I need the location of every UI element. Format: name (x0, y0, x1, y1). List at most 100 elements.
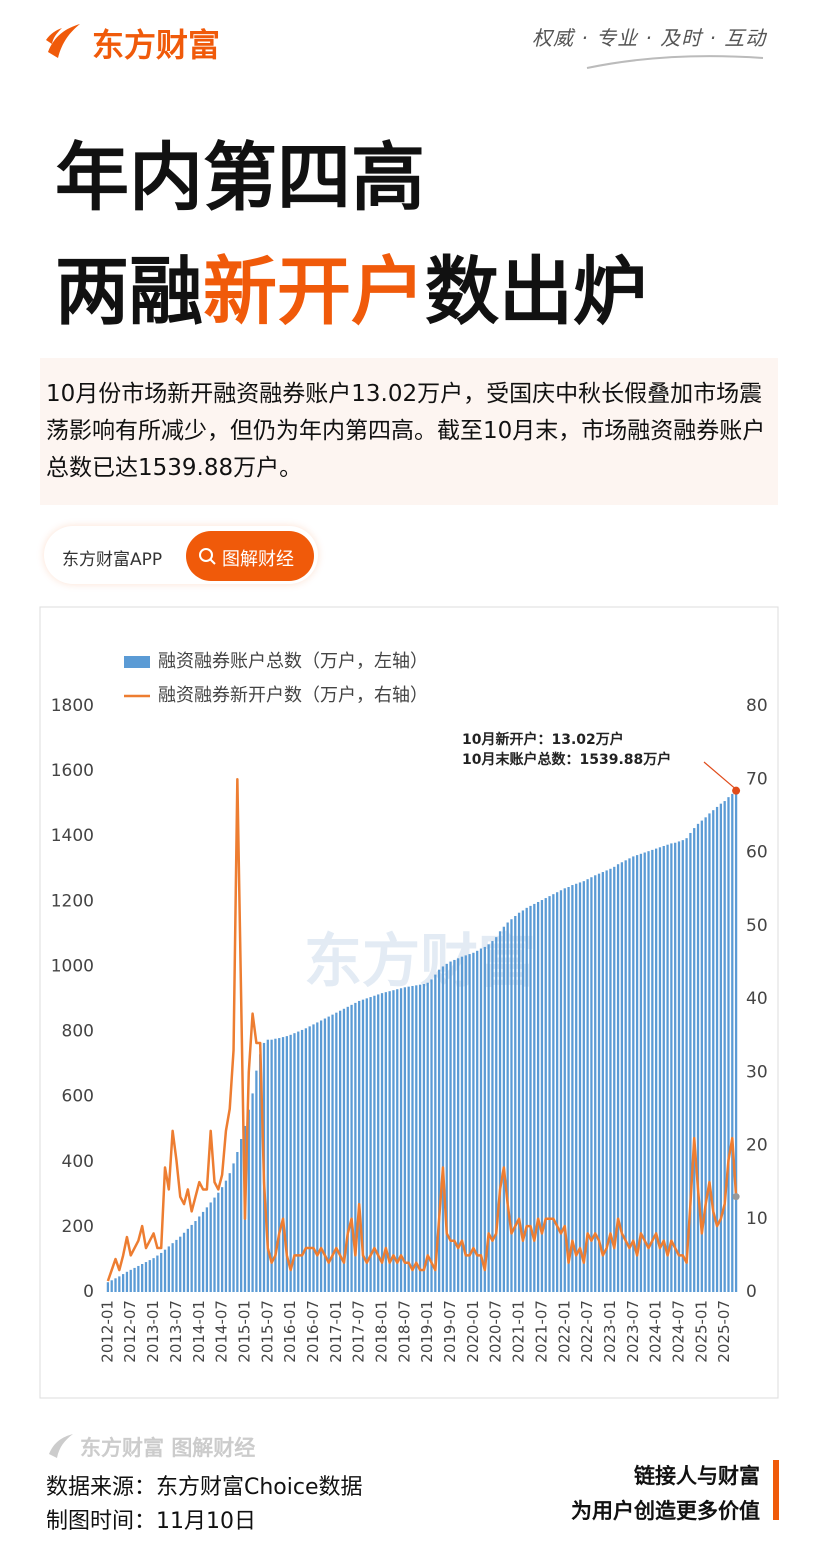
x-tick-label: 2017-07 (350, 1300, 368, 1363)
x-tick-label: 2017-01 (327, 1300, 345, 1363)
app-button-label[interactable]: 图解财经 (222, 549, 294, 570)
bar (236, 1152, 239, 1292)
bar (354, 1002, 357, 1292)
y2-tick-label: 50 (746, 916, 768, 936)
bar (339, 1010, 342, 1292)
bar (369, 997, 372, 1292)
bar (540, 900, 544, 1292)
bar (316, 1022, 319, 1292)
y2-tick-label: 10 (746, 1209, 768, 1229)
bar (514, 915, 517, 1292)
bar (571, 885, 574, 1292)
x-tick-label: 2023-07 (624, 1300, 642, 1363)
bar (491, 941, 494, 1292)
bar (495, 937, 498, 1292)
y-tick-label: 0 (83, 1282, 94, 1302)
summary-box (40, 358, 778, 505)
footer-logo-brand: 东方财富 (80, 1436, 164, 1460)
bar (121, 1274, 125, 1292)
annotation: 10月末账户总数：1539.88万户 (462, 751, 671, 768)
bar (704, 817, 707, 1292)
bar (426, 982, 429, 1292)
bar (506, 922, 509, 1292)
annotation: 10月新开户：13.02万户 (462, 731, 624, 748)
bar (620, 862, 624, 1292)
x-tick-label: 2014-01 (190, 1300, 208, 1363)
bar (346, 1006, 349, 1292)
x-tick-label: 2021-07 (532, 1300, 550, 1363)
bar (297, 1031, 300, 1292)
x-tick-label: 2024-07 (669, 1300, 687, 1363)
bar (468, 954, 471, 1292)
app-button[interactable] (186, 531, 314, 581)
bar (559, 890, 563, 1292)
bar (266, 1039, 269, 1292)
tagline-bar (773, 1460, 779, 1520)
bar (377, 994, 380, 1292)
bar (392, 990, 395, 1292)
bar (278, 1038, 281, 1292)
slogan-swoosh (586, 55, 764, 69)
headline-part: 两融 (55, 249, 203, 335)
bar (441, 966, 445, 1292)
bar (167, 1246, 170, 1292)
x-tick-label: 2016-01 (281, 1300, 299, 1363)
bar (567, 887, 570, 1292)
end-marker (732, 786, 741, 795)
bar (129, 1269, 132, 1292)
bar (259, 1054, 262, 1292)
bar (651, 849, 654, 1292)
bar (635, 855, 639, 1292)
x-tick-label: 2013-01 (144, 1300, 162, 1363)
x-tick-label: 2019-01 (418, 1300, 436, 1363)
y-tick-label: 600 (62, 1087, 94, 1107)
bar (342, 1008, 346, 1292)
bar (521, 910, 525, 1292)
bar (639, 853, 643, 1292)
bar (533, 903, 536, 1292)
bar (563, 888, 566, 1292)
bar (556, 892, 559, 1292)
bar (403, 987, 407, 1292)
bar (647, 851, 650, 1292)
bar (144, 1262, 148, 1292)
bar (731, 793, 734, 1292)
bar (175, 1239, 178, 1292)
bar (727, 797, 730, 1292)
bar (601, 872, 604, 1292)
bar (445, 963, 448, 1292)
chart-date: 制图时间：11月10日 (46, 1509, 256, 1534)
x-tick-label: 2016-07 (304, 1300, 322, 1363)
bar (643, 852, 646, 1292)
bar (156, 1255, 159, 1292)
bar (700, 820, 703, 1292)
brand: 东方财富 (92, 26, 221, 64)
x-tick-label: 2012-01 (98, 1300, 116, 1363)
x-tick-label: 2020-01 (464, 1300, 482, 1363)
legend-label: 融资融券账户总数（万户，左轴） (158, 651, 428, 672)
end-marker (732, 1193, 740, 1201)
bar (285, 1036, 288, 1292)
tagline: 链接人与财富 (634, 1464, 760, 1488)
x-tick-label: 2025-07 (715, 1300, 733, 1363)
bar (655, 848, 658, 1292)
bar (552, 894, 555, 1292)
bar (198, 1216, 201, 1292)
bar (396, 989, 399, 1292)
bar (220, 1187, 224, 1292)
y-tick-label: 400 (62, 1152, 94, 1172)
y-tick-label: 1000 (51, 956, 94, 976)
bar (536, 901, 540, 1292)
bar (255, 1070, 258, 1292)
bar (141, 1264, 144, 1292)
footer-logo: 东方财富 图解财经 (80, 1432, 255, 1462)
bar (407, 986, 410, 1292)
bar (498, 931, 502, 1292)
bar (628, 858, 631, 1292)
bar (594, 875, 597, 1292)
bar (289, 1034, 292, 1292)
bar (133, 1267, 136, 1292)
headline-line1: 年内第四高 (55, 135, 425, 221)
bar (658, 847, 662, 1292)
y2-tick-label: 30 (746, 1062, 768, 1082)
